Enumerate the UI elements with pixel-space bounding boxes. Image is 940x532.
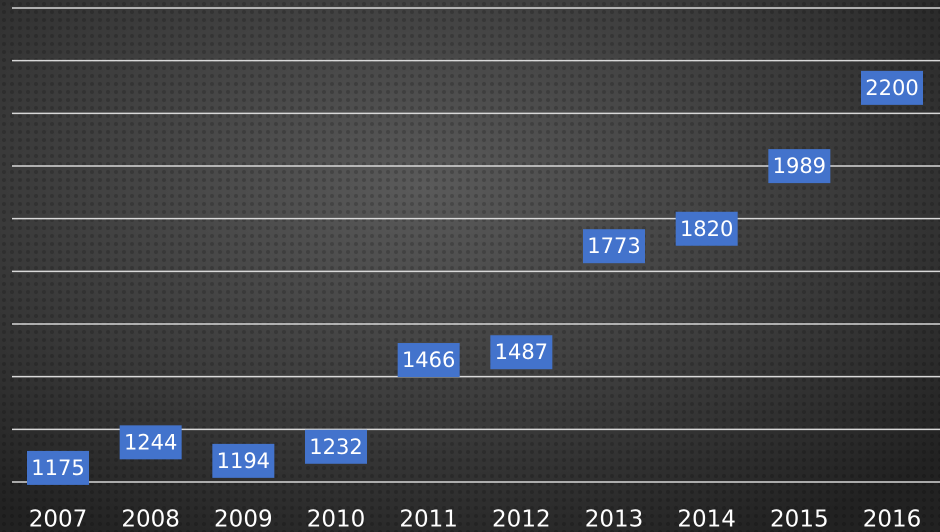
x-tick-label: 2009: [214, 507, 273, 532]
value-label: 1175: [31, 456, 84, 480]
value-label: 1820: [680, 217, 733, 241]
value-label: 1773: [587, 234, 640, 258]
value-label: 1232: [309, 435, 362, 459]
x-tick-label: 2010: [307, 507, 366, 532]
page: {"chart_data": {"type": "bar", "categori…: [0, 0, 940, 532]
x-tick-label: 2008: [121, 507, 180, 532]
x-tick-label: 2012: [492, 507, 551, 532]
chart: 2007 1175 2008 1244 2009 1194 2010 1232 2011 1466…: [0, 0, 940, 532]
value-label: 2200: [865, 76, 918, 100]
x-tick-label: 2014: [677, 507, 736, 532]
x-tick-label: 2011: [399, 507, 458, 532]
value-label: 1487: [495, 340, 548, 364]
value-label: 1989: [773, 154, 826, 178]
value-label: 1466: [402, 348, 455, 372]
x-tick-label: 2013: [585, 507, 644, 532]
value-label: 1194: [217, 449, 270, 473]
x-tick-label: 2016: [863, 507, 922, 532]
x-tick-label: 2015: [770, 507, 829, 532]
x-tick-label: 2007: [29, 507, 88, 532]
value-label: 1244: [124, 430, 177, 454]
